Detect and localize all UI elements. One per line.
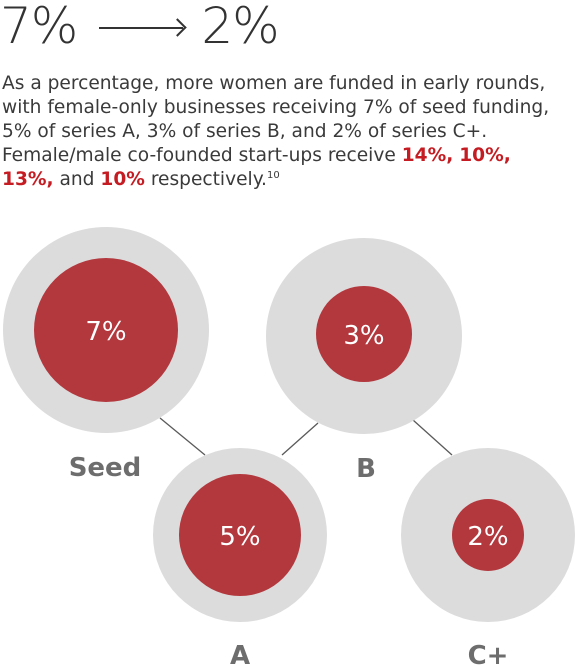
c-plus-inner-circle (452, 499, 524, 571)
b-value: 3% (343, 321, 384, 351)
stage-seed: 7% Seed (3, 227, 209, 483)
description-text: As a percentage, more women are funded i… (2, 73, 550, 166)
highlight-series-c: 10% (100, 169, 145, 190)
description: As a percentage, more women are funded i… (2, 72, 567, 192)
b-inner-circle (316, 286, 412, 382)
a-value: 5% (219, 522, 260, 552)
stage-a: 5% A (153, 448, 327, 670)
headline-to: 2% (201, 0, 279, 55)
a-inner-circle (179, 474, 301, 596)
description-and: and (53, 169, 101, 190)
connector-a-b (281, 422, 319, 456)
a-label: A (230, 641, 250, 670)
footnote-marker: 10 (266, 169, 280, 181)
b-label: B (356, 454, 376, 484)
right-arrow-icon (99, 27, 184, 29)
seed-inner-circle (34, 258, 178, 402)
connector-b-c (412, 419, 453, 456)
headline: 7% 2% (0, 0, 280, 58)
highlight-series-b: 13%, (2, 169, 54, 190)
c-plus-value: 2% (467, 522, 508, 552)
stage-c-plus: 2% C+ (401, 448, 575, 670)
c-plus-label: C+ (468, 641, 509, 670)
seed-value: 7% (85, 317, 126, 347)
connector-seed-a (159, 417, 206, 456)
seed-label: Seed (69, 453, 142, 483)
description-text-end: respectively. (144, 169, 267, 190)
highlight-seed: 14%, (401, 145, 454, 166)
highlight-series-a: 10%, (459, 145, 511, 166)
stage-b: 3% B (266, 238, 462, 484)
headline-from: 7% (0, 0, 78, 55)
